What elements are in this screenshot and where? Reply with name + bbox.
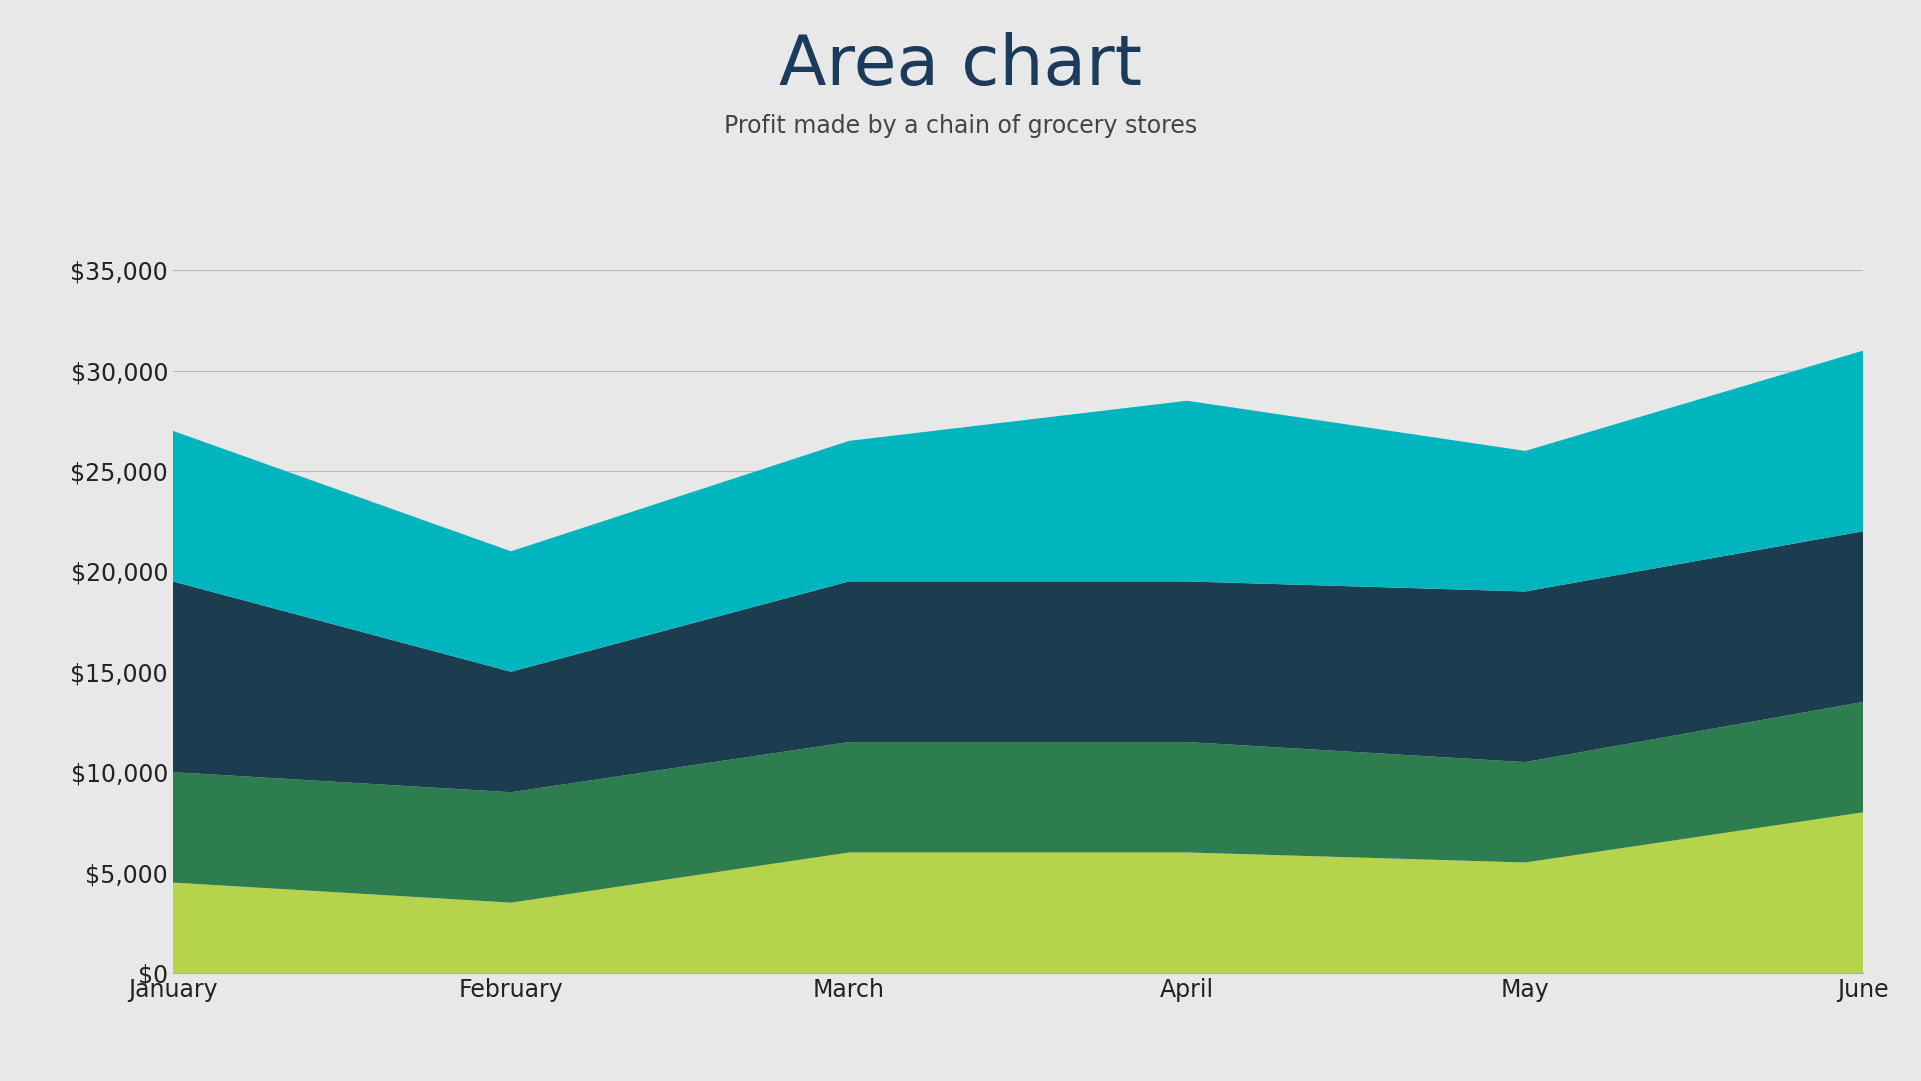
Text: Area chart: Area chart (780, 32, 1141, 99)
Text: Profit made by a chain of grocery stores: Profit made by a chain of grocery stores (724, 114, 1197, 137)
